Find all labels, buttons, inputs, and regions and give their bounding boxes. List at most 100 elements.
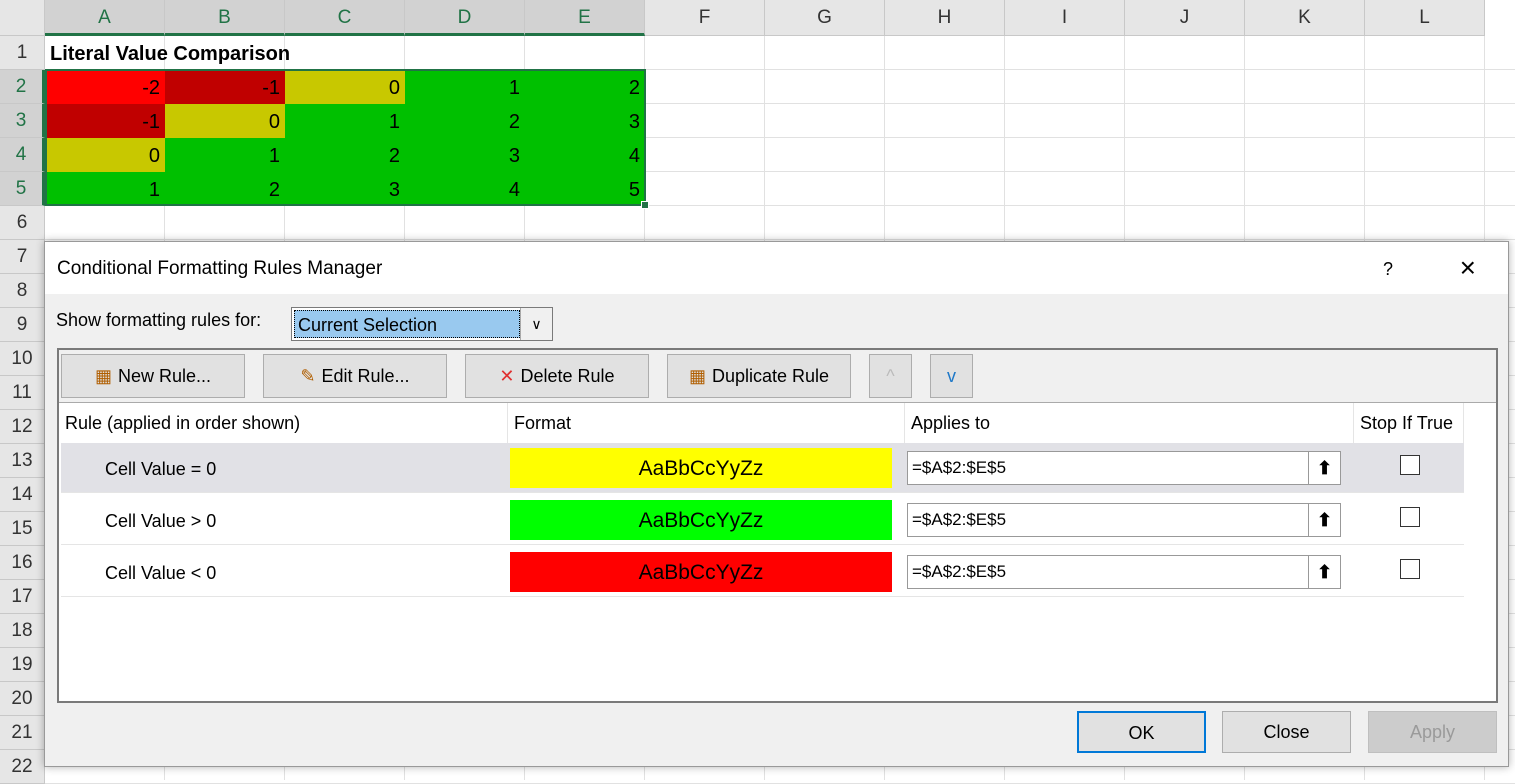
cell-D5[interactable]: 4 bbox=[405, 172, 525, 206]
chevron-down-icon: v bbox=[947, 366, 956, 386]
header-stop-if-true: Stop If True bbox=[1354, 403, 1464, 443]
row-header-3[interactable]: 3 bbox=[0, 104, 45, 138]
cell-E5[interactable]: 5 bbox=[525, 172, 645, 206]
column-header-J[interactable]: J bbox=[1125, 0, 1245, 36]
row-header-12[interactable]: 12 bbox=[0, 410, 45, 444]
cell-D2[interactable]: 1 bbox=[405, 70, 525, 104]
row-header-10[interactable]: 10 bbox=[0, 342, 45, 376]
stop-if-true-checkbox[interactable] bbox=[1400, 455, 1420, 475]
row-header-21[interactable]: 21 bbox=[0, 716, 45, 750]
row-header-1[interactable]: 1 bbox=[0, 36, 45, 70]
edit-rule-icon: ✎ bbox=[300, 366, 316, 386]
selection-range bbox=[45, 69, 646, 206]
cell-E3[interactable]: 3 bbox=[525, 104, 645, 138]
show-rules-value: Current Selection bbox=[294, 310, 520, 338]
header-rule: Rule (applied in order shown) bbox=[59, 403, 508, 443]
cell-B2[interactable]: -1 bbox=[165, 70, 285, 104]
row-header-7[interactable]: 7 bbox=[0, 240, 45, 274]
new-rule-icon: ▦ bbox=[94, 366, 112, 386]
move-up-button[interactable]: ^ bbox=[869, 354, 912, 398]
column-header-G[interactable]: G bbox=[765, 0, 885, 36]
applies-to-input[interactable]: =$A$2:$E$5 ⬆ bbox=[907, 555, 1341, 589]
column-header-K[interactable]: K bbox=[1245, 0, 1365, 36]
chevron-down-icon[interactable]: ∨ bbox=[520, 308, 552, 340]
cell-B4[interactable]: 1 bbox=[165, 138, 285, 172]
collapse-range-icon[interactable]: ⬆ bbox=[1308, 452, 1340, 484]
cell-C2[interactable]: 0 bbox=[285, 70, 405, 104]
apply-button[interactable]: Apply bbox=[1368, 711, 1497, 753]
column-header-A[interactable]: A bbox=[45, 0, 165, 36]
format-preview: AaBbCcYyZz bbox=[510, 448, 892, 488]
cell-C4[interactable]: 2 bbox=[285, 138, 405, 172]
cell-C5[interactable]: 3 bbox=[285, 172, 405, 206]
sheet-title-cell[interactable]: Literal Value Comparison bbox=[50, 43, 291, 65]
cell-A2[interactable]: -2 bbox=[45, 70, 165, 104]
column-header-F[interactable]: F bbox=[645, 0, 765, 36]
rules-list: Rule (applied in order shown) Format App… bbox=[59, 402, 1496, 701]
gridline bbox=[45, 137, 1515, 138]
delete-rule-label: Delete Rule bbox=[520, 366, 615, 386]
row-header-9[interactable]: 9 bbox=[0, 308, 45, 342]
rule-description: Cell Value > 0 bbox=[105, 511, 217, 531]
cell-D3[interactable]: 2 bbox=[405, 104, 525, 138]
cell-E2[interactable]: 2 bbox=[525, 70, 645, 104]
show-rules-dropdown[interactable]: Current Selection ∨ bbox=[291, 307, 553, 341]
row-header-8[interactable]: 8 bbox=[0, 274, 45, 308]
cell-E4[interactable]: 4 bbox=[525, 138, 645, 172]
row-header-16[interactable]: 16 bbox=[0, 546, 45, 580]
cell-B3[interactable]: 0 bbox=[165, 104, 285, 138]
ok-button[interactable]: OK bbox=[1077, 711, 1206, 753]
column-header-D[interactable]: D bbox=[405, 0, 525, 36]
cell-D4[interactable]: 3 bbox=[405, 138, 525, 172]
row-header-22[interactable]: 22 bbox=[0, 750, 45, 784]
edit-rule-button[interactable]: ✎ Edit Rule... bbox=[263, 354, 447, 398]
close-button[interactable]: Close bbox=[1222, 711, 1351, 753]
row-header-11[interactable]: 11 bbox=[0, 376, 45, 410]
header-applies-to: Applies to bbox=[905, 403, 1354, 443]
gridline bbox=[45, 171, 1515, 172]
duplicate-rule-button[interactable]: ▦ Duplicate Rule bbox=[667, 354, 851, 398]
new-rule-button[interactable]: ▦ New Rule... bbox=[61, 354, 245, 398]
row-header-17[interactable]: 17 bbox=[0, 580, 45, 614]
row-header-19[interactable]: 19 bbox=[0, 648, 45, 682]
rule-row[interactable]: Cell Value > 0 AaBbCcYyZz =$A$2:$E$5 ⬆ bbox=[61, 495, 1464, 545]
applies-to-input[interactable]: =$A$2:$E$5 ⬆ bbox=[907, 503, 1341, 537]
move-down-button[interactable]: v bbox=[930, 354, 973, 398]
row-header-18[interactable]: 18 bbox=[0, 614, 45, 648]
cell-A4[interactable]: 0 bbox=[45, 138, 165, 172]
delete-rule-button[interactable]: ✕ Delete Rule bbox=[465, 354, 649, 398]
stop-if-true-checkbox[interactable] bbox=[1400, 507, 1420, 527]
select-all-corner[interactable] bbox=[0, 0, 45, 36]
cell-C3[interactable]: 1 bbox=[285, 104, 405, 138]
row-header-13[interactable]: 13 bbox=[0, 444, 45, 478]
applies-to-input[interactable]: =$A$2:$E$5 ⬆ bbox=[907, 451, 1341, 485]
cell-A5[interactable]: 1 bbox=[45, 172, 165, 206]
rule-description: Cell Value < 0 bbox=[105, 563, 217, 583]
stop-if-true-checkbox[interactable] bbox=[1400, 559, 1420, 579]
row-header-15[interactable]: 15 bbox=[0, 512, 45, 546]
close-icon[interactable]: × bbox=[1459, 252, 1476, 283]
row-header-20[interactable]: 20 bbox=[0, 682, 45, 716]
row-header-6[interactable]: 6 bbox=[0, 206, 45, 240]
column-header-E[interactable]: E bbox=[525, 0, 645, 36]
row-header-14[interactable]: 14 bbox=[0, 478, 45, 512]
rule-row[interactable]: Cell Value = 0 AaBbCcYyZz =$A$2:$E$5 ⬆ bbox=[61, 443, 1464, 493]
column-header-I[interactable]: I bbox=[1005, 0, 1125, 36]
cell-B5[interactable]: 2 bbox=[165, 172, 285, 206]
column-header-H[interactable]: H bbox=[885, 0, 1005, 36]
column-header-C[interactable]: C bbox=[285, 0, 405, 36]
row-header-4[interactable]: 4 bbox=[0, 138, 45, 172]
rules-panel: ▦ New Rule... ✎ Edit Rule... ✕ Delete Rule … bbox=[57, 348, 1498, 703]
collapse-range-icon[interactable]: ⬆ bbox=[1308, 556, 1340, 588]
help-button[interactable]: ? bbox=[1382, 259, 1393, 279]
cell-A3[interactable]: -1 bbox=[45, 104, 165, 138]
format-preview: AaBbCcYyZz bbox=[510, 500, 892, 540]
row-header-2[interactable]: 2 bbox=[0, 70, 45, 104]
row-header-5[interactable]: 5 bbox=[0, 172, 45, 206]
gridline bbox=[45, 69, 1515, 70]
column-header-L[interactable]: L bbox=[1365, 0, 1485, 36]
rule-row[interactable]: Cell Value < 0 AaBbCcYyZz =$A$2:$E$5 ⬆ bbox=[61, 547, 1464, 597]
collapse-range-icon[interactable]: ⬆ bbox=[1308, 504, 1340, 536]
column-header-B[interactable]: B bbox=[165, 0, 285, 36]
fill-handle[interactable] bbox=[641, 201, 649, 209]
